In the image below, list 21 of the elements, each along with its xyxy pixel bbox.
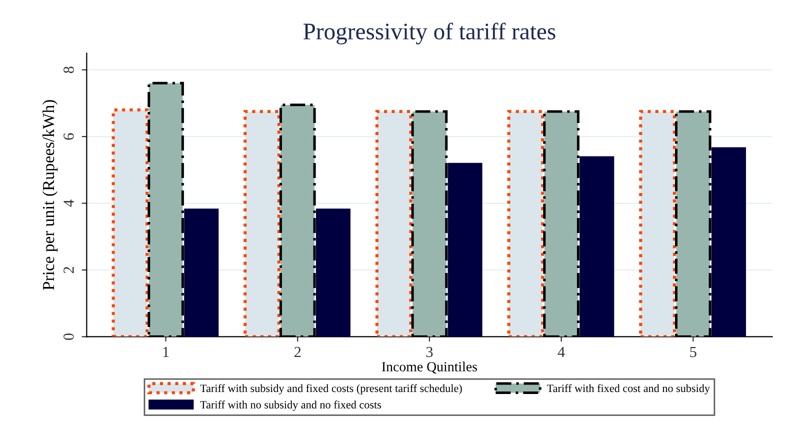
x-tick-label: 2 (294, 346, 301, 358)
y-tick-label: 6 (64, 133, 74, 140)
legend-label: Tariff with fixed cost and no subsidy (547, 384, 710, 394)
x-tick-label: 3 (426, 346, 433, 358)
bar (711, 147, 746, 337)
y-tick-label: 2 (64, 266, 74, 274)
legend-label: Tariff with no subsidy and no fixed costs (200, 400, 382, 411)
chart-title: Progressivity of tariff rates (303, 22, 556, 44)
bar (580, 156, 614, 337)
x-tick-label: 5 (690, 347, 696, 358)
bar (316, 208, 350, 337)
x-tick-label: 4 (558, 346, 565, 358)
y-tick-label: 4 (64, 200, 74, 207)
y-tick-label: 8 (64, 66, 74, 74)
x-axis-title: Income Quintiles (382, 362, 477, 374)
bar (448, 162, 482, 337)
legend-label: Tariff with subsidy and fixed costs (present tariff schedule) (200, 384, 462, 394)
x-tick-label: 1 (163, 346, 169, 358)
y-axis-title: Price per unit (Rupees/kWh) (42, 100, 58, 290)
y-tick-label: 0 (64, 333, 74, 340)
bar (184, 208, 219, 337)
